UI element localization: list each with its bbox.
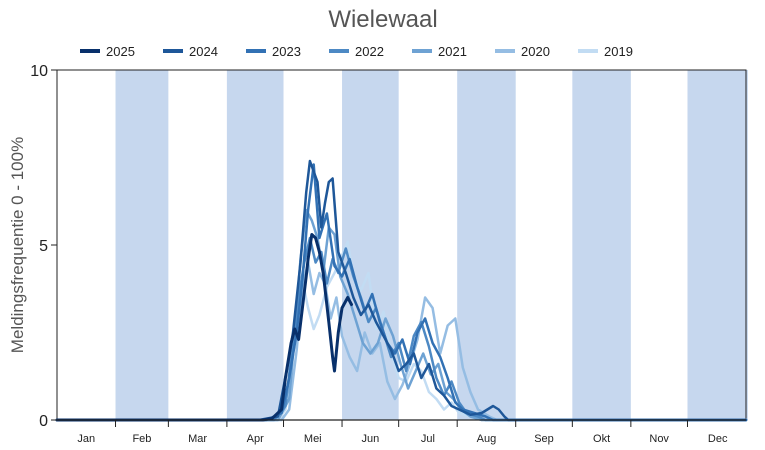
x-tick-label: Jul bbox=[421, 433, 435, 445]
x-tick-label: Aug bbox=[477, 433, 497, 445]
legend-item-2021: 2021 bbox=[412, 44, 467, 59]
x-tick-label: Jun bbox=[361, 433, 379, 445]
legend-item-2020: 2020 bbox=[495, 44, 550, 59]
legend-label: 2022 bbox=[355, 44, 384, 59]
series-line-2025 bbox=[55, 233, 353, 422]
x-tick-label: Sep bbox=[534, 433, 554, 445]
y-tick-label: 5 bbox=[39, 238, 48, 255]
y-axis: 0 5 10 bbox=[30, 63, 57, 430]
shade-dec bbox=[687, 70, 748, 420]
y-tick-label: 0 bbox=[39, 413, 48, 430]
x-tick-label: Feb bbox=[132, 433, 151, 445]
series-line-2023 bbox=[55, 163, 748, 422]
x-tick-label: Okt bbox=[593, 433, 610, 445]
legend-item-2019: 2019 bbox=[578, 44, 633, 59]
x-tick-label: Dec bbox=[708, 433, 728, 445]
legend: 2025 2024 2023 2022 2021 2020 2019 bbox=[80, 44, 633, 59]
chart-title: Wielewaal bbox=[328, 6, 437, 33]
y-tick-label: 10 bbox=[30, 63, 48, 80]
shade-feb bbox=[115, 70, 169, 420]
y-axis-label: Meldingsfrequentie 0 - 100% bbox=[8, 137, 27, 353]
legend-item-2023: 2023 bbox=[246, 44, 301, 59]
shade-okt bbox=[572, 70, 631, 420]
legend-item-2022: 2022 bbox=[329, 44, 384, 59]
legend-label: 2024 bbox=[189, 44, 218, 59]
shade-jun bbox=[342, 70, 399, 420]
x-tick-label: Mar bbox=[188, 433, 207, 445]
legend-label: 2023 bbox=[272, 44, 301, 59]
legend-label: 2019 bbox=[604, 44, 633, 59]
legend-label: 2021 bbox=[438, 44, 467, 59]
legend-item-2024: 2024 bbox=[163, 44, 218, 59]
x-tick-label: Mei bbox=[304, 433, 322, 445]
series-line-2024 bbox=[55, 159, 748, 422]
legend-label: 2025 bbox=[106, 44, 135, 59]
series-lines bbox=[55, 159, 748, 422]
x-tick-label: Jan bbox=[77, 433, 95, 445]
legend-label: 2020 bbox=[521, 44, 550, 59]
shade-apr bbox=[226, 70, 284, 420]
legend-item-2025: 2025 bbox=[80, 44, 135, 59]
x-axis: Jan Feb Mar Apr Mei Jun Jul Aug Sep Okt Nov Dec bbox=[77, 420, 728, 445]
series-line-2020 bbox=[55, 261, 748, 422]
month-shading bbox=[115, 70, 748, 420]
x-tick-label: Nov bbox=[649, 433, 669, 445]
shade-aug bbox=[457, 70, 516, 420]
x-tick-label: Apr bbox=[247, 433, 264, 445]
